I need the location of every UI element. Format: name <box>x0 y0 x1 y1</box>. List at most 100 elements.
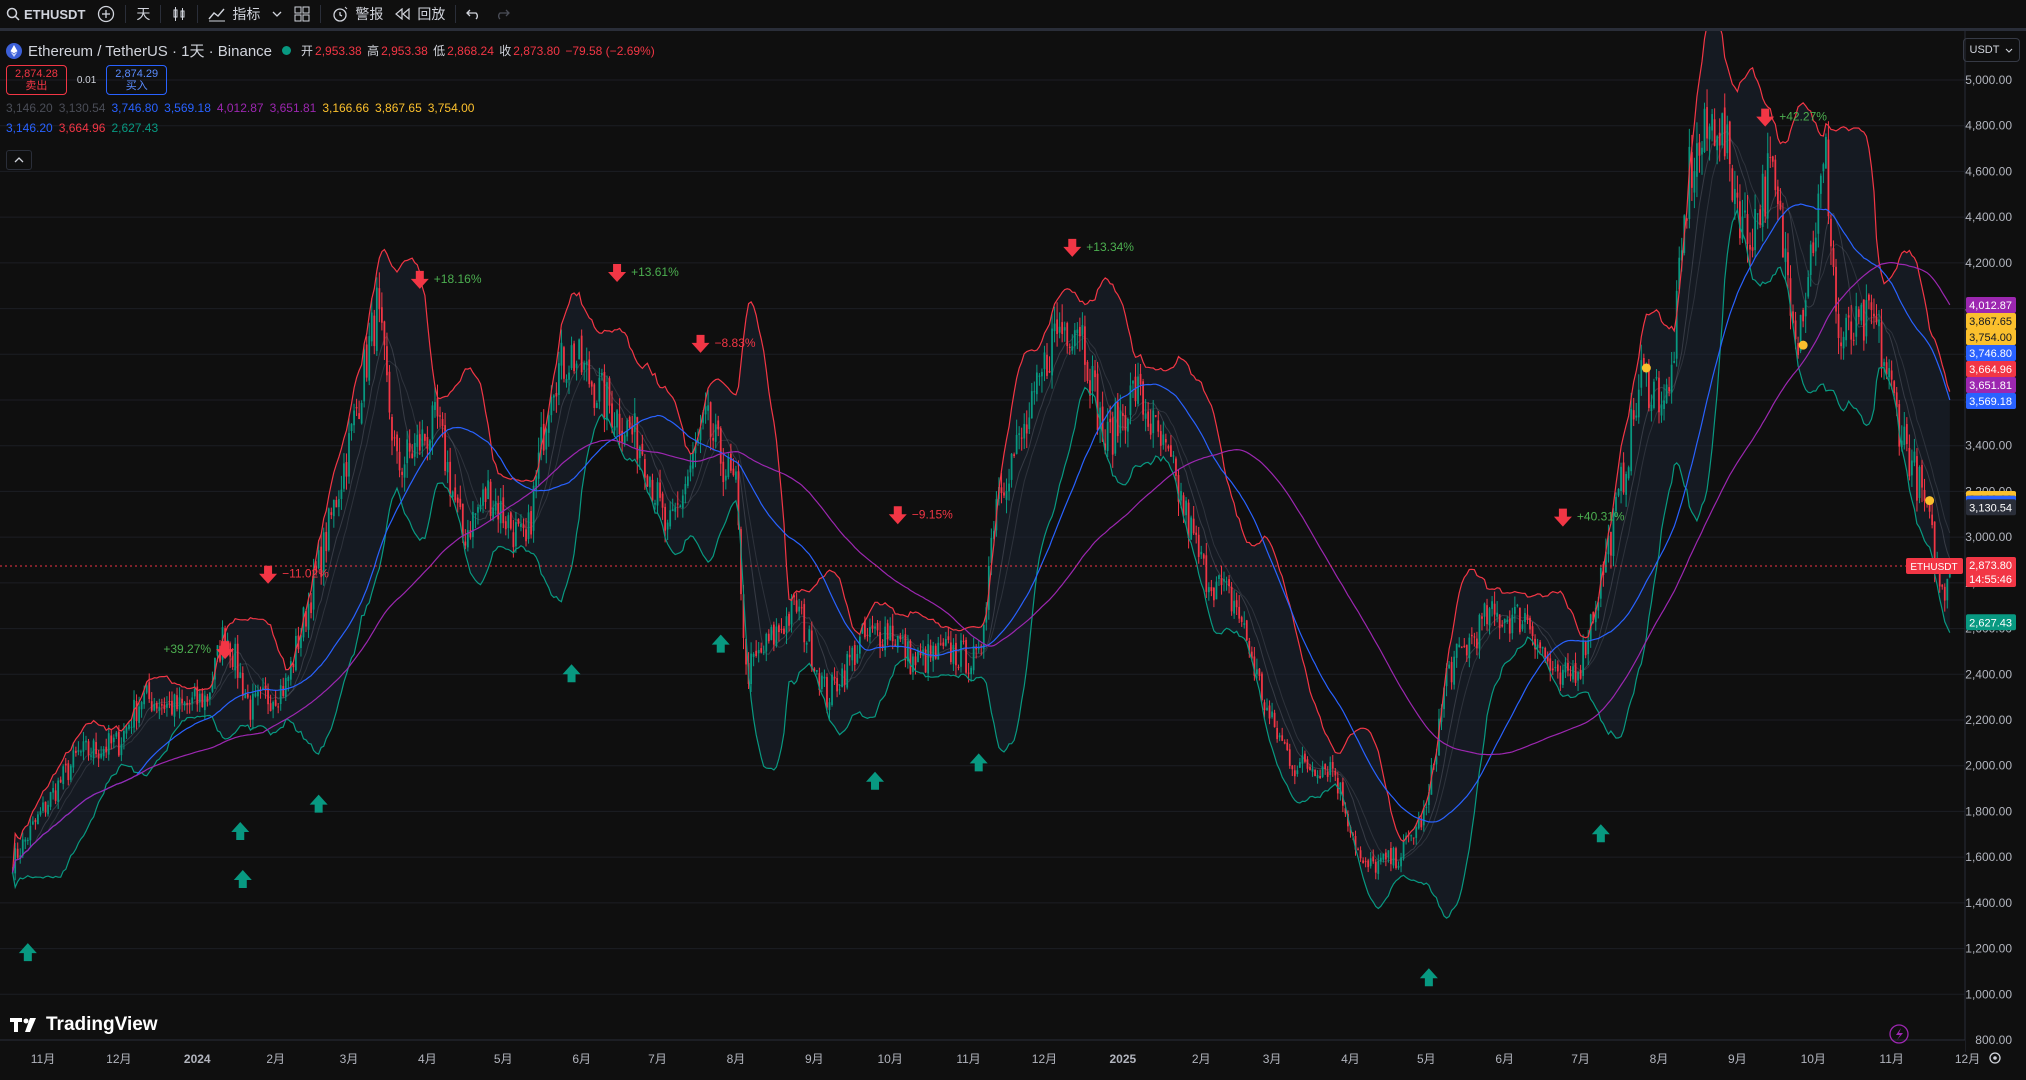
indicator-values-row-2[interactable]: 3,146.20 3,664.96 2,627.43 <box>6 121 657 135</box>
toolbar-divider <box>160 5 162 23</box>
candle-body <box>383 321 386 346</box>
candle-body <box>1546 655 1549 662</box>
candle-body <box>26 839 29 841</box>
candle-body <box>295 635 297 671</box>
candle-body <box>595 402 598 408</box>
candle-body <box>1245 620 1248 641</box>
lightning-icon[interactable] <box>1889 1024 1909 1044</box>
sell-label: 卖出 <box>25 80 48 92</box>
candle-body <box>315 566 318 571</box>
candle-body <box>1787 252 1789 276</box>
candle-body <box>502 497 505 524</box>
candle-body <box>343 463 345 489</box>
layout-button[interactable] <box>288 0 316 28</box>
indicator-values-row-1[interactable]: 3,146.20 3,130.54 3,746.80 3,569.18 4,012.87… <box>6 101 657 115</box>
candle-body <box>1554 667 1557 669</box>
chart-type-button[interactable] <box>165 0 193 28</box>
candle-body <box>284 677 287 697</box>
candle-body <box>1640 360 1643 388</box>
candle-body <box>236 643 239 678</box>
tradingview-logo[interactable]: TradingView <box>10 1014 158 1036</box>
high-value: 2,953.38 <box>381 44 428 58</box>
candle-body <box>1005 490 1008 500</box>
candle-body <box>1172 455 1175 457</box>
candle-body <box>1764 176 1767 217</box>
interval-button[interactable]: 天 <box>130 0 156 28</box>
candle-body <box>957 666 960 668</box>
candle-body <box>937 642 940 660</box>
candle-body <box>512 532 515 548</box>
candle-body <box>1258 668 1261 677</box>
symbol-tag-background <box>1906 557 1963 574</box>
candle-body <box>1496 612 1499 617</box>
candle-body <box>198 693 201 703</box>
main-series-legend[interactable]: Ethereum / TetherUS · 1天 · Binance 开 2,95… <box>6 40 657 61</box>
candle-body <box>1556 664 1559 672</box>
candle-body <box>803 604 806 643</box>
time-axis-tick: 11月 <box>1879 1052 1903 1066</box>
signal-dot-marker <box>1641 363 1651 373</box>
buy-signal-arrow <box>562 664 581 683</box>
bar-countdown-label: 14:55:46 <box>1969 574 2012 586</box>
replay-label: 回放 <box>417 6 446 22</box>
candle-body <box>1508 618 1511 634</box>
candle-body <box>1524 612 1526 623</box>
candle-body <box>795 600 798 612</box>
candle-body <box>1119 410 1122 434</box>
candle-body <box>1240 617 1243 622</box>
alert-button[interactable]: 警报 <box>325 0 389 28</box>
candle-body <box>1127 418 1129 432</box>
candle-body <box>327 508 330 551</box>
sell-signal-arrow <box>410 270 429 289</box>
candle-body <box>1073 330 1076 347</box>
buy-button[interactable]: 2,874.29 买入 <box>106 65 168 95</box>
candle-body <box>393 437 396 439</box>
candle-body <box>772 624 775 645</box>
price-axis-tick: 800.00 <box>1975 1033 2012 1047</box>
price-scale-label: 3,754.00 <box>1969 332 2012 344</box>
candle-body <box>719 428 722 464</box>
candle-body <box>380 307 383 323</box>
candle-body <box>155 703 158 709</box>
settings-gear-icon[interactable] <box>1989 1052 2001 1064</box>
compare-symbol-button[interactable] <box>91 0 121 28</box>
sell-button[interactable]: 2,874.28 卖出 <box>6 65 67 95</box>
candle-body <box>1046 354 1048 376</box>
undo-button[interactable] <box>460 0 488 28</box>
replay-button[interactable]: 回放 <box>389 0 451 28</box>
candle-body <box>386 346 388 376</box>
symbol-name: ETHUSDT <box>24 6 86 22</box>
candle-body <box>1708 126 1711 140</box>
candle-body <box>783 628 785 635</box>
indicator-templates-button[interactable] <box>266 0 288 28</box>
candle-body <box>1230 586 1233 612</box>
indicators-button[interactable]: 指标 <box>202 0 266 28</box>
candle-body <box>1873 313 1875 317</box>
candle-body <box>1281 735 1284 741</box>
candle-body <box>360 403 363 424</box>
candle-body <box>1076 329 1079 334</box>
candle-body <box>967 672 970 674</box>
candle-body <box>570 345 573 369</box>
candle-body <box>1582 640 1585 676</box>
redo-button[interactable] <box>488 0 516 28</box>
candle-body <box>1167 445 1170 449</box>
candle-body <box>1690 152 1693 188</box>
candle-body <box>1256 669 1258 675</box>
candle-body <box>886 623 889 640</box>
signal-profit-label: −9.15% <box>912 507 953 521</box>
price-scale-label-background <box>1966 556 2016 587</box>
currency-select[interactable]: USDT <box>1963 38 2020 62</box>
collapse-legend-button[interactable] <box>6 150 32 170</box>
candle-body <box>555 392 558 397</box>
candle-body <box>365 344 368 378</box>
candle-body <box>1114 403 1117 454</box>
redo-icon <box>498 9 511 20</box>
candle-body <box>1503 619 1506 624</box>
candle-body <box>1622 462 1625 493</box>
candle-body <box>234 643 237 671</box>
candle-body <box>196 686 199 705</box>
candle-body <box>398 451 401 471</box>
symbol-search-button[interactable]: ETHUSDT <box>0 0 91 28</box>
